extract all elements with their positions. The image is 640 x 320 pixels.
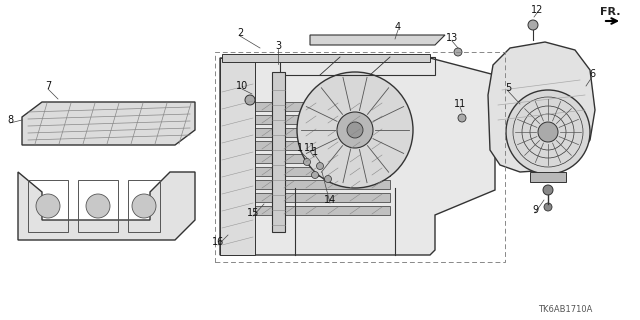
Text: 7: 7 [45,81,51,91]
Circle shape [454,48,462,56]
Text: 6: 6 [589,69,595,79]
Circle shape [312,172,319,179]
Polygon shape [255,167,390,176]
Bar [215,52,505,262]
Circle shape [337,112,373,148]
Polygon shape [220,58,495,255]
Text: 12: 12 [531,5,543,15]
Circle shape [347,122,363,138]
Text: 15: 15 [247,208,259,218]
Polygon shape [255,141,390,150]
Bar [28,180,68,232]
Polygon shape [272,72,285,232]
Text: 4: 4 [395,22,401,32]
Text: 2: 2 [237,28,243,38]
Circle shape [538,122,558,142]
Circle shape [245,95,255,105]
Circle shape [297,72,413,188]
Circle shape [544,203,552,211]
Text: FR.: FR. [600,7,620,17]
Text: 11: 11 [454,99,466,109]
Polygon shape [255,193,390,202]
Bar [280,57,435,75]
Bar [222,54,430,62]
Bar [220,58,255,255]
Polygon shape [255,206,390,215]
Polygon shape [255,154,390,163]
Text: 8: 8 [7,115,13,125]
Text: TK6AB1710A: TK6AB1710A [538,306,592,315]
Circle shape [86,194,110,218]
Text: 5: 5 [505,83,511,93]
Circle shape [528,20,538,30]
Text: 11: 11 [304,143,316,153]
Text: 14: 14 [324,195,336,205]
Polygon shape [255,115,390,124]
Polygon shape [310,35,445,45]
Polygon shape [488,42,595,172]
Text: 1: 1 [297,143,303,153]
Text: 10: 10 [236,81,248,91]
Polygon shape [255,180,390,189]
Circle shape [303,158,310,165]
Bar [78,180,118,232]
Circle shape [506,90,590,174]
Circle shape [458,114,466,122]
Text: 3: 3 [275,41,281,51]
Circle shape [324,175,332,182]
Text: 16: 16 [212,237,224,247]
Circle shape [543,185,553,195]
Polygon shape [18,172,195,240]
Bar [530,172,566,182]
Polygon shape [255,102,390,111]
Text: 13: 13 [446,33,458,43]
Text: 9: 9 [532,205,538,215]
Text: 1: 1 [312,147,318,157]
Circle shape [317,163,323,170]
Circle shape [132,194,156,218]
Bar [128,180,160,232]
Polygon shape [22,102,195,145]
Polygon shape [255,128,390,137]
Circle shape [36,194,60,218]
